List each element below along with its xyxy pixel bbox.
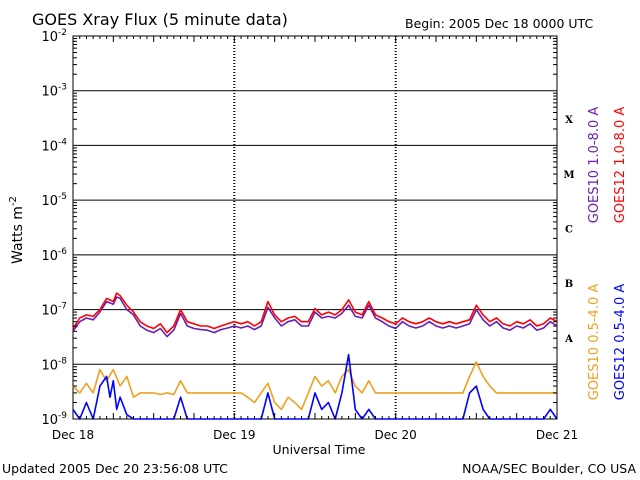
- x-tick-label: Dec 18: [52, 428, 94, 442]
- plot-frame: [72, 35, 558, 420]
- x-tick-label: Dec 20: [375, 428, 417, 442]
- y-tick-base: 10: [41, 194, 58, 209]
- series-line-3: [72, 353, 558, 420]
- y-axis-label-text: Watts m: [10, 206, 26, 264]
- y-tick-label: 10-5: [41, 192, 67, 209]
- y-tick-exponent: -9: [58, 411, 67, 421]
- series-layer: [72, 292, 558, 420]
- y-tick-label: 10-3: [41, 83, 67, 100]
- flare-class-label: X: [565, 115, 573, 126]
- series-line-0: [72, 292, 558, 334]
- plot-area: [72, 35, 558, 420]
- begin-time: Begin: 2005 Dec 18 0000 UTC: [405, 16, 593, 31]
- svg-text:Watts m-2: Watts m-2: [8, 196, 26, 264]
- y-tick-base: 10: [41, 358, 58, 373]
- updated-timestamp: Updated 2005 Dec 20 23:56:08 UTC: [2, 461, 228, 476]
- series-line-1: [72, 296, 558, 338]
- y-tick-label: 10-8: [41, 356, 67, 373]
- x-tick-label: Dec 19: [213, 428, 255, 442]
- y-axis-label-sup: -2: [8, 196, 19, 206]
- x-tick-label: Dec 21: [536, 428, 578, 442]
- y-tick-exponent: -2: [58, 28, 67, 38]
- y-tick-base: 10: [41, 413, 58, 428]
- y-tick-exponent: -7: [58, 302, 67, 312]
- y-tick-label: 10-7: [41, 302, 67, 319]
- chart-title: GOES Xray Flux (5 minute data): [32, 10, 288, 29]
- legend-column-legend_left: GOES10 1.0-8.0 A GOES10 0.5-4.0 A: [587, 107, 602, 401]
- legend-column-legend_right: GOES12 1.0-8.0 A GOES12 0.5-4.0 A: [613, 107, 628, 401]
- flare-class-label: C: [565, 225, 573, 236]
- flare-class-label: B: [565, 279, 573, 290]
- series-line-2: [72, 361, 557, 411]
- y-tick-exponent: -4: [58, 137, 67, 147]
- legend: GOES10 1.0-8.0 A GOES10 0.5-4.0 A GOES12 1…: [587, 107, 628, 401]
- y-tick-label: 10-6: [41, 247, 67, 264]
- legend-entry: GOES10 1.0-8.0 A: [587, 107, 602, 224]
- y-tick-exponent: -6: [58, 247, 67, 257]
- credit-text: NOAA/SEC Boulder, CO USA: [462, 461, 636, 476]
- y-tick-label: 10-9: [41, 411, 67, 428]
- y-tick-exponent: -3: [58, 83, 67, 93]
- y-tick-base: 10: [41, 30, 58, 45]
- y-tick-base: 10: [41, 139, 58, 154]
- legend-entry: GOES12 1.0-8.0 A: [613, 107, 628, 224]
- flare-class-label: M: [563, 170, 574, 181]
- y-tick-exponent: -5: [58, 192, 67, 202]
- legend-entry: GOES12 0.5-4.0 A: [613, 284, 628, 401]
- y-tick-exponent: -8: [58, 356, 67, 366]
- x-axis-label: Universal Time: [273, 442, 366, 457]
- y-axis-label: Watts m-2: [8, 196, 26, 264]
- y-tick-base: 10: [41, 249, 58, 264]
- y-tick-label: 10-4: [41, 137, 67, 154]
- y-tick-base: 10: [41, 304, 58, 319]
- legend-entry: GOES10 0.5-4.0 A: [587, 284, 602, 401]
- y-tick-label: 10-2: [41, 28, 67, 45]
- flare-class-label: A: [564, 334, 573, 345]
- y-tick-base: 10: [41, 85, 58, 100]
